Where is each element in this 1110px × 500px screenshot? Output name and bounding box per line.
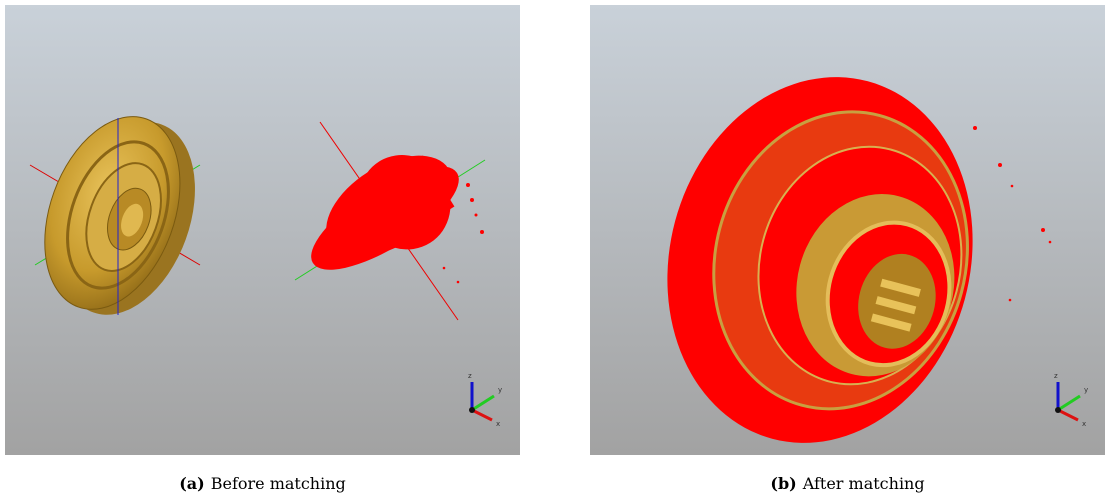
axis-label: y: [1084, 386, 1088, 394]
axis-label: x: [496, 420, 500, 428]
page: z y x z y x: [0, 0, 1110, 500]
caption-label: (a): [179, 474, 205, 493]
caption-text: After matching: [803, 474, 925, 493]
panel-a: z y x: [5, 5, 520, 455]
panel-b: z y x: [590, 5, 1105, 470]
axis-label: z: [1054, 372, 1058, 380]
axis-label: z: [468, 372, 472, 380]
caption: (a) Before matching: [5, 474, 520, 493]
caption-label: (b): [770, 474, 796, 493]
caption: (b) After matching: [590, 474, 1105, 493]
figure: z y x z y x: [0, 0, 1110, 470]
axis-label: x: [1082, 420, 1086, 428]
axis-label: y: [498, 386, 502, 394]
caption-text: Before matching: [211, 474, 346, 493]
